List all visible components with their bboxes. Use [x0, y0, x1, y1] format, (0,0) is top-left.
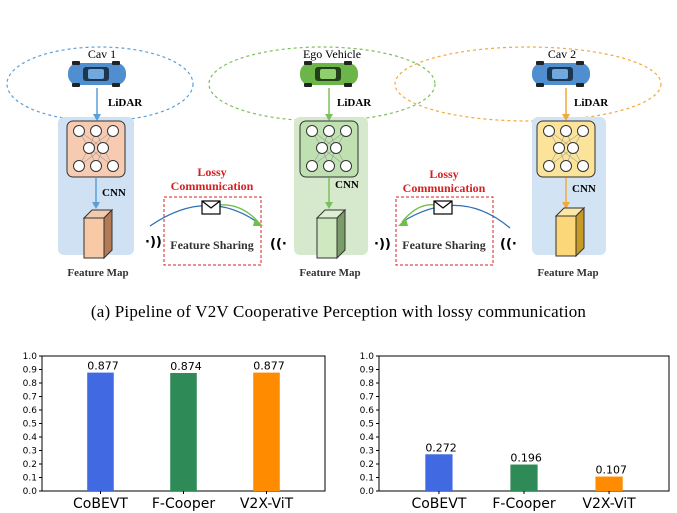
- cav2-feature-map-label: Feature Map: [537, 267, 598, 279]
- ego-range-ellipse: [208, 46, 436, 122]
- y-tick-label: 0.2: [360, 460, 374, 470]
- y-tick-label: 0.6: [23, 406, 38, 416]
- bar-value-label: 0.107: [595, 464, 627, 477]
- x-tick-label: CoBEVT: [73, 496, 128, 512]
- y-tick-label: 0.9: [360, 366, 375, 376]
- link2-feature-sharing-label: Feature Sharing: [402, 238, 485, 252]
- link1-lossy-box: [163, 196, 262, 266]
- y-tick-label: 0.7: [23, 393, 37, 403]
- y-tick-label: 0.8: [360, 379, 375, 389]
- link1-signal-left-icon: ·)): [145, 235, 162, 250]
- cav1-network-icon: [66, 120, 126, 178]
- cav2-car-icon: [532, 61, 590, 87]
- link2-lossy-title-line2: Communication: [403, 181, 486, 195]
- x-tick-label: F-Cooper: [152, 496, 216, 512]
- cav2-feature-map-icon: [554, 206, 586, 258]
- y-tick-label: 0.1: [360, 474, 374, 484]
- y-tick-label: 0.5: [360, 420, 374, 430]
- y-tick-label: 0.4: [360, 433, 375, 443]
- cav2-cnn-label: CNN: [572, 183, 596, 195]
- y-tick-label: 0.0: [360, 487, 375, 497]
- ego-feature-map-icon: [315, 208, 347, 260]
- cav1-feature-map-label: Feature Map: [67, 267, 128, 279]
- bar-value-label: 0.874: [170, 360, 202, 373]
- link2-lossy-title-line1: Lossy: [429, 167, 458, 181]
- link2-signal-left-icon: ·)): [374, 237, 391, 252]
- x-tick-label: V2X-ViT: [582, 496, 636, 512]
- bar-value-label: 0.877: [253, 360, 285, 373]
- cav2-title: Cav 2: [548, 47, 576, 61]
- x-tick-label: F-Cooper: [492, 496, 556, 512]
- cav1-feature-map-icon: [82, 208, 114, 260]
- y-tick-label: 0.7: [360, 393, 374, 403]
- link2-envelope-icon: [433, 200, 453, 215]
- ego-cnn-label: CNN: [335, 179, 359, 191]
- y-tick-label: 0.5: [23, 420, 37, 430]
- link2-signal-right-icon: ((·: [500, 237, 517, 252]
- y-tick-label: 0.1: [23, 474, 37, 484]
- bar: [425, 454, 453, 491]
- link1-lossy-title-line2: Communication: [171, 179, 254, 193]
- link1-envelope-icon: [201, 200, 221, 215]
- y-tick-label: 1.0: [360, 352, 375, 362]
- link2-lossy-box: [395, 196, 494, 266]
- bar: [170, 373, 197, 491]
- link1-feature-sharing-label: Feature Sharing: [170, 238, 253, 252]
- ego-network-icon: [299, 120, 359, 178]
- y-tick-label: 0.4: [23, 433, 38, 443]
- cav1-range-ellipse: [6, 46, 194, 122]
- ego-car-icon: [300, 61, 358, 87]
- ego-title: Ego Vehicle: [303, 47, 361, 61]
- bar: [253, 372, 280, 491]
- link2-arc: [401, 204, 511, 229]
- y-tick-label: 1.0: [23, 352, 38, 362]
- link1-lossy-title-line1: Lossy: [197, 165, 226, 179]
- cav1-lidar-label: LiDAR: [108, 97, 143, 109]
- y-tick-label: 0.3: [360, 447, 374, 457]
- cav2-range-ellipse: [394, 46, 662, 122]
- y-tick-label: 0.0: [23, 487, 38, 497]
- y-tick-label: 0.6: [360, 406, 375, 416]
- link1-signal-right-icon: ((·: [270, 237, 287, 252]
- y-tick-label: 0.8: [23, 379, 38, 389]
- bar-chart-right: 0.0 0.1 0.2 0.3 0.4 0.5 0.6 0.7 0.8 0.9 1.0 0.272 Co…: [360, 352, 670, 512]
- bar-value-label: 0.196: [510, 452, 542, 465]
- ego-feature-map-label: Feature Map: [299, 267, 360, 279]
- bar: [87, 372, 114, 491]
- y-tick-label: 0.3: [23, 447, 37, 457]
- bar-value-label: 0.877: [87, 360, 119, 373]
- cav2-lidar-label: LiDAR: [574, 97, 609, 109]
- cav1-car-icon: [68, 61, 126, 87]
- pipeline-diagram: Cav 1 Ego Vehicle Cav 2 LiDAR LiDAR LiDA…: [6, 46, 662, 279]
- bar-chart-left: 0.0 0.1 0.2 0.3 0.4 0.5 0.6 0.7 0.8 0.9 1.0 0.877 Co…: [23, 352, 326, 512]
- bar: [510, 464, 538, 491]
- cav1-title: Cav 1: [88, 47, 116, 61]
- ego-lidar-label: LiDAR: [337, 97, 372, 109]
- cav1-cnn-label: CNN: [102, 187, 126, 199]
- y-tick-label: 0.2: [23, 460, 37, 470]
- bar-value-label: 0.272: [425, 441, 457, 454]
- cav2-network-icon: [536, 120, 596, 178]
- x-tick-label: V2X-ViT: [240, 496, 294, 512]
- figure-caption: (a) Pipeline of V2V Cooperative Percepti…: [90, 302, 587, 321]
- x-tick-label: CoBEVT: [411, 496, 466, 512]
- y-tick-label: 0.9: [23, 366, 38, 376]
- bar: [595, 476, 623, 491]
